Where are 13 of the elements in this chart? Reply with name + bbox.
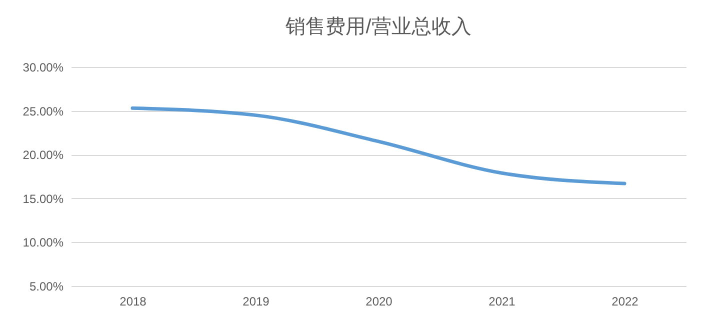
x-tick-label: 2021	[488, 294, 516, 308]
y-tick-label: 30.00%	[22, 60, 64, 74]
y-tick-label: 15.00%	[22, 192, 64, 206]
y-tick-label: 10.00%	[22, 236, 64, 250]
line-series	[130, 106, 626, 186]
chart-title: 销售费用/营业总收入	[284, 16, 472, 38]
x-tick-label: 2020	[366, 294, 393, 308]
y-tick-label: 25.00%	[22, 104, 64, 118]
y-tick-label: 20.00%	[22, 148, 64, 162]
y-tick-label: 5.00%	[29, 280, 64, 294]
x-tick-label: 2019	[242, 294, 270, 308]
x-tick-label: 2018	[120, 294, 147, 308]
x-tick-label: 2022	[612, 294, 639, 308]
